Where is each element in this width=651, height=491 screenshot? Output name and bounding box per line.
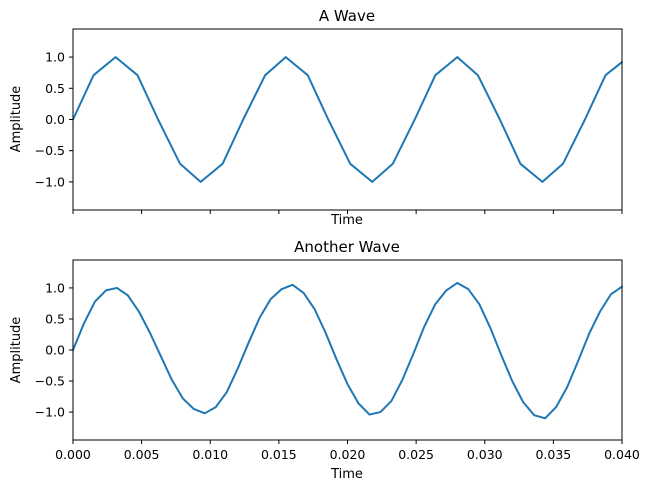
bottom-x-axis-label: Time [330, 467, 363, 482]
top-y-tick-label: −1.0 [35, 174, 65, 189]
bottom-plot-frame [72, 259, 623, 441]
bottom-x-tick-label: 0.000 [55, 447, 91, 462]
bottom-y-tick-label: 0.5 [45, 311, 65, 326]
top-y-tick-label: 0.5 [45, 81, 65, 96]
bottom-x-tick-label: 0.040 [604, 447, 640, 462]
bottom-x-tick-label: 0.010 [192, 447, 228, 462]
bottom-y-tick-label: 1.0 [45, 280, 65, 295]
bottom-x-tick-label: 0.030 [467, 447, 503, 462]
top-y-tick-label: 1.0 [45, 50, 65, 65]
bottom-y-axis-label: Amplitude [9, 317, 24, 384]
bottom-y-tick-label: −1.0 [35, 405, 65, 420]
top-plot-frame [72, 28, 623, 211]
bottom-y-tick-label: −0.5 [35, 374, 65, 389]
top-y-tick-label: 0.0 [45, 112, 65, 127]
top-y-tick-label: −0.5 [35, 143, 65, 158]
bottom-wave-line [72, 281, 623, 420]
bottom-x-tick-label: 0.025 [398, 447, 434, 462]
top-wave-line [72, 56, 623, 183]
top-y-axis-label: Amplitude [9, 86, 24, 153]
bottom-chart-title: Another Wave [294, 238, 400, 256]
top-x-axis-label: Time [330, 213, 363, 228]
bottom-x-tick-label: 0.005 [124, 447, 160, 462]
bottom-subplot: Another Wave Time Amplitude 0.000 0.005 0.… [9, 238, 640, 482]
bottom-x-tick-label: 0.020 [330, 447, 366, 462]
top-chart-title: A Wave [319, 7, 375, 25]
bottom-x-tick-label: 0.015 [261, 447, 297, 462]
bottom-x-tick-label: 0.035 [535, 447, 571, 462]
top-subplot: A Wave Time Amplitude 1.0 0.5 0.0 −0.5 −1.0 [9, 7, 623, 228]
bottom-y-tick-label: 0.0 [45, 343, 65, 358]
